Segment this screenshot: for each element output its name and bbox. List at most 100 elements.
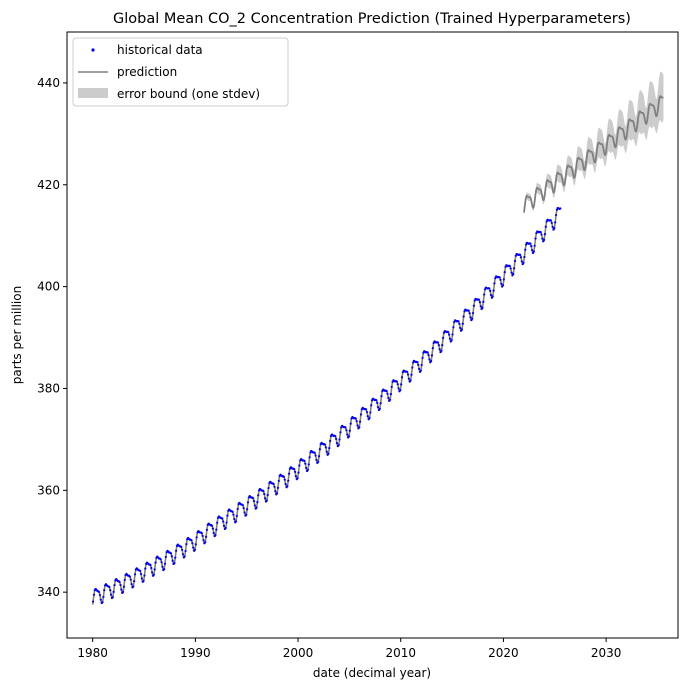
data-point — [376, 401, 379, 404]
data-point — [276, 486, 280, 489]
data-point — [232, 513, 235, 516]
data-point — [328, 447, 331, 450]
data-point — [498, 276, 501, 279]
data-point — [190, 539, 193, 542]
data-point — [236, 507, 239, 511]
data-point — [430, 359, 433, 363]
data-point — [339, 431, 342, 434]
data-point — [499, 278, 502, 281]
data-point — [467, 309, 470, 312]
data-point — [151, 571, 154, 574]
data-point — [519, 253, 522, 256]
data-point — [92, 593, 96, 596]
data-point — [175, 549, 178, 552]
data-point — [184, 549, 187, 553]
data-point — [277, 479, 280, 483]
data-point — [231, 510, 234, 513]
data-point — [483, 293, 486, 296]
data-point — [436, 341, 440, 344]
data-point — [448, 337, 452, 340]
legend-label-prediction: prediction — [117, 65, 177, 79]
prediction-line — [523, 95, 664, 213]
data-point — [525, 243, 528, 246]
y-tick-label: 420 — [37, 178, 60, 192]
data-point — [559, 207, 562, 210]
error-band-layer — [523, 71, 664, 215]
data-point — [533, 244, 536, 247]
y-axis: 340 360 380 400 420 440 — [37, 76, 67, 599]
data-point — [447, 333, 451, 336]
data-point — [468, 312, 471, 315]
data-point — [315, 458, 318, 461]
data-point — [193, 548, 197, 551]
data-point — [359, 413, 363, 416]
data-point — [375, 399, 378, 402]
data-point — [512, 272, 515, 276]
data-point — [324, 446, 327, 449]
data-point — [224, 526, 227, 530]
data-point — [338, 438, 341, 441]
data-point — [442, 331, 446, 334]
data-point — [344, 426, 347, 429]
data-point — [378, 407, 381, 410]
data-point — [163, 568, 166, 571]
data-point — [479, 305, 482, 308]
data-point — [421, 356, 424, 359]
data-point — [481, 306, 484, 309]
data-point — [489, 293, 493, 297]
data-point — [489, 289, 492, 293]
data-point — [545, 220, 548, 223]
legend-patch-error-bound — [78, 88, 108, 98]
data-point — [389, 392, 392, 396]
data-point — [103, 589, 106, 592]
data-point — [132, 585, 135, 588]
data-point — [119, 583, 122, 587]
legend-marker-historical-data — [91, 48, 95, 52]
data-point — [307, 463, 310, 466]
data-point — [543, 232, 547, 236]
data-point — [92, 600, 95, 603]
data-point — [329, 439, 332, 443]
x-tick-label: 2010 — [385, 646, 416, 660]
data-point — [181, 548, 184, 551]
data-point — [442, 336, 445, 339]
data-point — [142, 579, 145, 582]
data-point — [410, 373, 413, 376]
data-point — [473, 299, 476, 302]
y-tick-label: 440 — [37, 76, 60, 90]
data-point — [275, 492, 279, 495]
data-point — [257, 494, 260, 497]
data-point — [221, 517, 224, 520]
data-point — [160, 561, 163, 564]
data-point — [355, 420, 358, 423]
data-point — [144, 567, 147, 570]
data-point — [234, 520, 238, 523]
data-point — [256, 501, 259, 504]
data-point — [461, 322, 464, 325]
data-point — [406, 373, 410, 376]
data-point — [314, 454, 317, 457]
data-point — [399, 388, 402, 392]
data-point — [265, 499, 268, 502]
legend-label-historical-data: historical data — [117, 43, 203, 57]
data-point — [520, 260, 523, 263]
data-point — [153, 568, 156, 571]
legend-label-error-bound: error bound (one stdev) — [117, 87, 260, 101]
data-point — [500, 282, 503, 285]
data-point — [544, 225, 547, 228]
data-point — [205, 528, 209, 531]
data-point — [501, 284, 505, 287]
data-point — [488, 287, 491, 290]
data-point — [139, 572, 143, 576]
data-point — [171, 559, 174, 562]
data-point — [97, 590, 101, 594]
y-tick-label: 400 — [37, 280, 60, 294]
data-point — [388, 398, 392, 401]
data-point — [222, 524, 226, 527]
data-point — [304, 462, 307, 465]
data-point — [216, 521, 219, 524]
data-point — [334, 435, 337, 438]
data-point — [555, 208, 559, 211]
data-point — [273, 485, 276, 488]
